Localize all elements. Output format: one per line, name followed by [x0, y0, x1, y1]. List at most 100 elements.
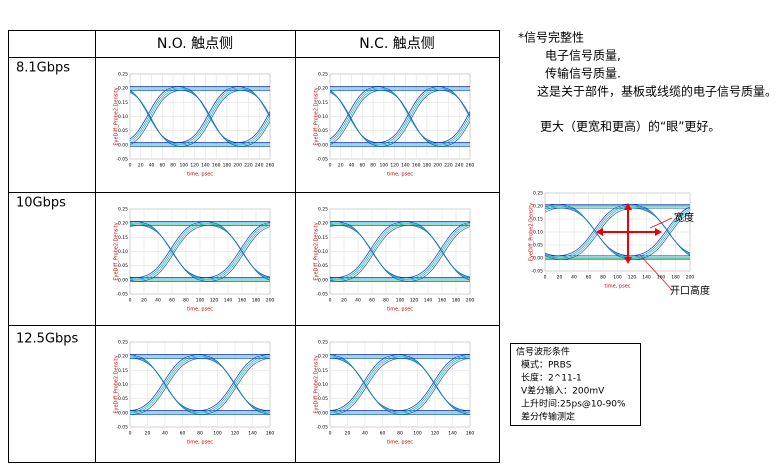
x-tick-label: 0: [329, 431, 332, 437]
x-tick-label: 60: [169, 298, 175, 304]
transition: [440, 117, 470, 146]
y-axis-label: EyeDiff_Probe2.Density: [314, 87, 320, 145]
leader: [639, 254, 673, 291]
x-tick-label: 20: [345, 431, 351, 437]
transition: [61, 90, 121, 146]
y-tick-label: 0.05: [318, 128, 328, 134]
transition: [330, 90, 382, 145]
transition: [241, 90, 270, 117]
x-tick-label: 60: [159, 163, 165, 169]
y-tick-label: 0.00: [533, 256, 543, 262]
transition: [208, 226, 270, 282]
x-tick-label: 120: [628, 275, 637, 281]
eye: [130, 221, 270, 282]
transition: [131, 358, 202, 415]
transition: [130, 279, 139, 282]
y-tick-label: 0.15: [318, 235, 328, 241]
x-tick-label: 240: [455, 163, 464, 169]
x-axis-label: time, psec: [387, 307, 413, 313]
y-tick-label: 0.20: [118, 86, 128, 92]
y-tick-label: 0.05: [533, 243, 543, 249]
y-tick-label: 0.25: [318, 340, 328, 346]
y-tick-label: 0.05: [118, 396, 128, 402]
transition: [60, 89, 120, 145]
y-tick-label: 0.00: [318, 142, 328, 148]
y-tick-label: 0.05: [318, 263, 328, 269]
transition: [441, 120, 470, 147]
condition: 长度：2^11-1: [521, 372, 582, 384]
transition: [545, 255, 562, 261]
transition: [338, 225, 409, 282]
transition: [130, 90, 182, 145]
x-axis-label: time, psec: [387, 172, 413, 178]
x-axis-label: time, psec: [187, 307, 213, 313]
y-tick-label: 0.20: [318, 221, 328, 227]
transition: [502, 90, 562, 146]
y-tick-label: -0.05: [116, 157, 128, 163]
x-tick-label: 80: [197, 431, 203, 437]
y-tick-label: 0.00: [318, 277, 328, 283]
x-tick-label: 60: [359, 163, 365, 169]
transition: [545, 203, 558, 208]
y-tick-label: 0.25: [318, 207, 328, 213]
x-tick-label: 0: [129, 298, 132, 304]
y-tick-label: -0.05: [116, 425, 128, 431]
y-axis-label: EyeDiff_Probe2.Density: [314, 222, 320, 280]
x-tick-label: 20: [338, 163, 344, 169]
transition: [331, 358, 402, 415]
y-tick-label: 0.15: [318, 100, 328, 106]
transition: [706, 208, 776, 259]
transition: [241, 120, 270, 147]
eye: [330, 221, 470, 282]
transition: [633, 212, 690, 261]
row-label: 8.1Gbps: [16, 61, 70, 76]
x-tick-label: 40: [355, 298, 361, 304]
x-tick-label: 180: [423, 163, 432, 169]
y-tick-label: 0.25: [118, 72, 128, 78]
table-grid: [8, 30, 500, 463]
transition: [408, 226, 470, 282]
y-tick-label: 0.20: [318, 86, 328, 92]
x-tick-label: 260: [266, 163, 275, 169]
y-tick-label: 0.15: [118, 368, 128, 374]
eye: [330, 86, 562, 147]
y-tick-label: 0.10: [118, 249, 128, 255]
x-tick-label: 40: [162, 431, 168, 437]
x-tick-label: 180: [223, 163, 232, 169]
x-tick-label: 120: [410, 298, 419, 304]
x-tick-label: 240: [255, 163, 264, 169]
transition: [61, 90, 121, 146]
x-tick-label: 20: [141, 298, 147, 304]
x-tick-label: 100: [196, 298, 205, 304]
transition: [703, 204, 776, 255]
x-tick-label: 80: [600, 275, 606, 281]
x-tick-label: 140: [401, 163, 410, 169]
y-tick-label: 0.10: [318, 382, 328, 388]
x-tick-label: 40: [149, 163, 155, 169]
x-tick-label: 20: [341, 298, 347, 304]
y-tick-label: 0.15: [318, 368, 328, 374]
y-axis-label: EyeDiff_Probe2.Density: [529, 203, 535, 261]
y-tick-label: 0.25: [118, 207, 128, 213]
x-tick-label: 140: [448, 431, 457, 437]
x-axis-label: time, psec: [604, 284, 630, 290]
x-tick-label: 180: [452, 298, 461, 304]
y-tick-label: 0.25: [318, 72, 328, 78]
y-tick-label: 0.15: [118, 100, 128, 106]
transition: [502, 90, 562, 146]
transition: [703, 204, 776, 255]
y-tick-label: 0.20: [533, 204, 543, 210]
x-tick-label: 220: [244, 163, 253, 169]
x-tick-label: 20: [138, 163, 144, 169]
x-tick-label: 40: [362, 431, 368, 437]
y-tick-label: 0.10: [118, 114, 128, 120]
transition: [561, 207, 634, 261]
x-tick-label: 100: [613, 275, 622, 281]
x-axis-label: time, psec: [187, 172, 213, 178]
transition: [58, 87, 118, 143]
transition: [181, 90, 242, 147]
conditions-box: [510, 343, 641, 426]
x-tick-label: 200: [686, 275, 695, 281]
y-tick-label: 0.10: [533, 230, 543, 236]
transition: [704, 206, 776, 257]
